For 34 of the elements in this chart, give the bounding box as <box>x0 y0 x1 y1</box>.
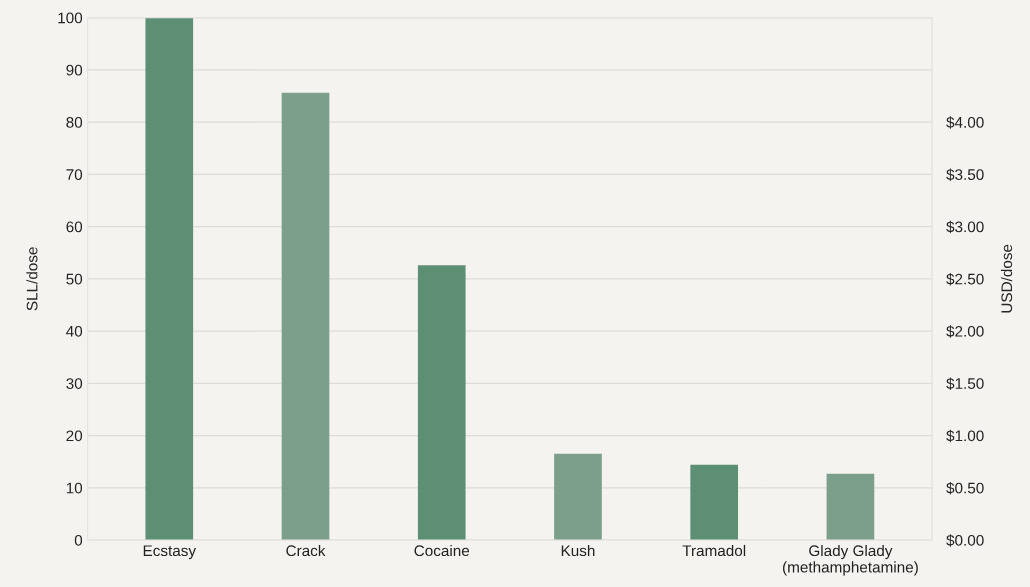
y2-tick-label: $3.00 <box>946 220 984 234</box>
y-tick-label: 60 <box>66 221 83 233</box>
y-tick-label: 40 <box>66 325 83 337</box>
bar <box>417 265 466 541</box>
bar <box>281 92 330 541</box>
x-tick-label: Tramadol <box>682 544 746 557</box>
y2-tick-label: $2.00 <box>946 325 984 338</box>
bar <box>690 464 739 541</box>
y-tick-label: 10 <box>66 482 83 494</box>
x-tick-label: Glady Glady (methamphetamine) <box>783 544 918 576</box>
bar <box>145 17 194 541</box>
y-tick-label: 0 <box>74 534 83 546</box>
y-tick-label: 30 <box>66 378 83 389</box>
y2-tick-label: $4.00 <box>946 116 984 129</box>
y2-tick-label: $0.50 <box>946 482 984 495</box>
x-tick-label: Cocaine <box>414 544 470 557</box>
y-tick-label: 70 <box>66 169 83 181</box>
x-tick-label: Ecstasy <box>143 545 196 560</box>
x-tick-label: Crack <box>286 544 326 557</box>
bar <box>826 473 875 541</box>
y-tick-label: 50 <box>66 273 83 285</box>
y2-axis-title: USD/dose <box>1000 244 1013 313</box>
x-tick-label: Kush <box>561 544 595 557</box>
y2-tick-label: $3.50 <box>946 168 984 181</box>
y-tick-label: 80 <box>66 116 83 128</box>
y-axis-title: SLL/dose <box>26 247 38 311</box>
bar <box>554 453 602 541</box>
y-tick-label: 20 <box>66 430 83 442</box>
y2-tick-label: $2.50 <box>946 273 984 286</box>
y2-tick-label: $0.00 <box>946 534 984 547</box>
y-tick-label: 100 <box>58 12 83 24</box>
y-tick-label: 90 <box>66 64 83 76</box>
y2-tick-label: $1.50 <box>946 377 984 390</box>
y2-tick-label: $1.00 <box>946 429 984 443</box>
